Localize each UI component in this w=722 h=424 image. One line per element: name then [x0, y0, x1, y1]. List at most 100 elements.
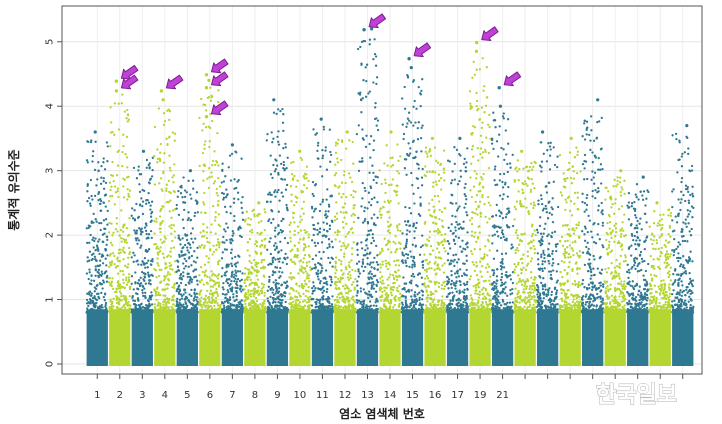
snp-point: [372, 287, 376, 290]
snp-point: [206, 289, 209, 293]
snp-point: [440, 284, 444, 287]
snp-point: [280, 191, 283, 194]
snp-point: [289, 310, 293, 313]
snp-point: [126, 266, 129, 269]
snp-point: [241, 305, 244, 308]
snp-point: [123, 309, 127, 313]
snp-point: [409, 147, 412, 150]
snp-point: [269, 288, 272, 291]
snp-point: [465, 259, 468, 262]
snp-point: [203, 211, 207, 215]
snp-point: [236, 310, 240, 314]
snp-point: [318, 227, 322, 230]
snp-point: [386, 293, 390, 297]
snp-point: [270, 305, 273, 308]
snp-point: [434, 256, 437, 259]
snp-point: [240, 309, 243, 313]
snp-point: [240, 206, 243, 210]
snp-point: [168, 118, 171, 122]
snp-point: [206, 96, 209, 100]
snp-point: [135, 232, 138, 235]
snp-point: [415, 311, 418, 314]
snp-point: [225, 238, 228, 242]
snp-point: [205, 254, 208, 258]
snp-point: [390, 291, 393, 294]
snp-point: [376, 263, 380, 266]
snp-point: [153, 303, 157, 306]
snp-point: [443, 262, 446, 265]
snp-point: [221, 302, 224, 305]
snp-point: [208, 176, 211, 179]
snp-point: [89, 233, 92, 237]
snp-point: [234, 255, 237, 259]
snp-point: [167, 301, 171, 304]
snp-point: [324, 146, 327, 149]
snp-point: [432, 221, 435, 224]
snp-point: [419, 104, 422, 108]
snp-point: [279, 228, 282, 232]
snp-point: [453, 264, 456, 268]
snp-point: [334, 272, 337, 275]
snp-point: [104, 248, 108, 251]
snp-point: [352, 305, 355, 308]
snp-point: [337, 304, 340, 307]
snp-point: [96, 178, 99, 181]
snp-point: [159, 304, 162, 308]
snp-point: [281, 121, 285, 124]
snp-point: [373, 117, 377, 121]
snp-point: [144, 266, 147, 269]
snp-point: [206, 177, 209, 180]
snp-point: [218, 224, 222, 228]
snp-point: [302, 238, 305, 241]
snp-point: [383, 237, 386, 240]
snp-point: [420, 276, 423, 279]
snp-point: [317, 141, 320, 145]
snp-point: [147, 163, 150, 167]
snp-point: [217, 89, 220, 92]
snp-point: [308, 300, 311, 303]
snp-point: [294, 301, 298, 305]
snp-point: [263, 208, 266, 211]
snp-point: [405, 233, 408, 236]
snp-point: [314, 263, 317, 266]
snp-point: [159, 281, 162, 284]
snp-point: [179, 272, 183, 276]
snp-point: [399, 247, 402, 250]
snp-point: [418, 272, 422, 275]
snp-point: [418, 296, 421, 300]
snp-point: [100, 164, 103, 168]
snp-point: [312, 289, 315, 293]
snp-point: [116, 190, 119, 193]
snp-point: [216, 308, 219, 311]
snp-point: [392, 305, 395, 309]
snp-point: [420, 176, 424, 179]
snp-point: [150, 291, 153, 294]
snp-point: [118, 299, 121, 302]
snp-point: [212, 244, 215, 248]
chromosome-band: [379, 309, 401, 366]
chromosome-band: [334, 309, 356, 366]
snp-point: [230, 275, 233, 278]
snp-point: [277, 188, 280, 192]
snp-point: [182, 262, 185, 265]
snp-point: [159, 227, 162, 230]
snp-point: [421, 294, 424, 297]
snp-point: [116, 272, 120, 275]
snp-point: [295, 185, 298, 188]
snp-point: [369, 251, 372, 254]
snp-point: [183, 289, 186, 292]
snp-point: [149, 208, 152, 211]
snp-point: [308, 298, 311, 301]
snp-point: [404, 301, 407, 304]
snp-point: [383, 298, 386, 302]
snp-point: [328, 302, 331, 305]
snp-point: [413, 309, 417, 312]
snp-point: [121, 309, 124, 312]
snp-point: [222, 308, 225, 311]
snp-point: [329, 304, 332, 308]
snp-point: [188, 293, 191, 296]
snp-point: [285, 183, 289, 187]
snp-point: [452, 253, 455, 257]
snp-point: [200, 308, 203, 311]
snp-point: [156, 287, 159, 290]
